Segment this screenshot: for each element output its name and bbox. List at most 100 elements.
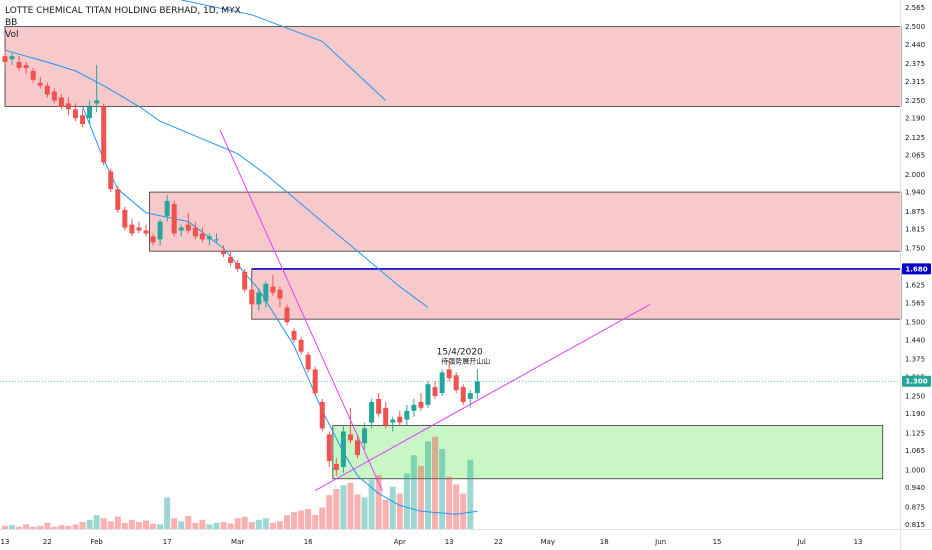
bb-indicator-label[interactable]: BB (5, 18, 18, 28)
x-tick-label: May (541, 538, 555, 546)
price-badges: 1.680 1.300 (902, 263, 931, 387)
candle-body (249, 289, 255, 305)
volume-bar (93, 515, 100, 529)
volume-bar (312, 515, 319, 529)
y-tick-label: 1.125 (905, 429, 925, 437)
candlesticks[interactable] (2, 50, 480, 476)
volume-bar (44, 522, 51, 529)
trendline-1 (219, 129, 383, 491)
volume-bar (121, 522, 128, 529)
volume-bar (171, 518, 178, 529)
volume-bar (368, 479, 375, 529)
candle-body (87, 106, 93, 119)
x-tick-label: 13 (445, 538, 454, 546)
y-tick-label: 1.940 (905, 189, 925, 197)
candle-body (9, 56, 15, 60)
x-tick-label: 22 (494, 538, 503, 546)
volume-bar (72, 524, 79, 529)
y-tick-label: 1.750 (905, 245, 925, 253)
candle-body (270, 286, 276, 293)
volume-bar (340, 485, 347, 529)
volume-bar (291, 512, 298, 529)
candle-body (390, 419, 396, 423)
volume-bar (2, 525, 8, 529)
volume-bar (58, 525, 65, 529)
annotation-date: 15/4/2020 (437, 348, 483, 358)
volume-bar (65, 525, 72, 529)
volume-bar (326, 495, 333, 529)
price-badge-label: 1.680 (905, 265, 927, 273)
candle-body (467, 393, 473, 399)
y-tick-label: 1.565 (905, 299, 925, 307)
volume-bar (30, 526, 37, 529)
volume-bar (213, 522, 220, 529)
candle-body (192, 227, 198, 237)
volume-bar (417, 465, 424, 529)
volume-bar (227, 523, 234, 529)
volume-bar (333, 489, 340, 529)
volume-bar (220, 522, 227, 529)
candle-body (115, 189, 121, 210)
candle-body (347, 434, 353, 441)
volume-bar (262, 518, 269, 529)
y-tick-label: 0.815 (905, 521, 925, 529)
x-tick-label: 16 (304, 538, 313, 546)
volume-bar (51, 526, 58, 529)
x-tick-label: 15 (713, 538, 722, 546)
trend-lines (219, 129, 651, 492)
y-tick-label: 1.000 (905, 466, 925, 474)
candle-body (418, 401, 424, 408)
volume-bar (143, 520, 149, 529)
candle-body (16, 62, 22, 68)
candle-body (136, 227, 142, 231)
volume-bar (100, 518, 107, 529)
candle-body (73, 109, 78, 119)
candle-body (383, 407, 389, 426)
vol-indicator-label[interactable]: Vol (5, 30, 19, 40)
candle-body (122, 209, 128, 228)
candle-body (178, 227, 184, 231)
chart-legend: LOTTE CHEMICAL TITAN HOLDING BERHAD, 1D,… (5, 5, 241, 41)
volume-bar (164, 497, 171, 529)
candle-body (432, 387, 438, 397)
candle-body (157, 221, 163, 240)
candle-body (460, 387, 466, 402)
x-tick-label: Jul (796, 538, 806, 546)
y-tick-label: 2.125 (905, 134, 925, 142)
y-tick-label: 0.940 (905, 484, 925, 492)
candle-body (340, 431, 346, 467)
volume-bar (305, 509, 312, 529)
volume-bar (453, 484, 460, 529)
candle-body (221, 251, 227, 255)
volume-bar (389, 486, 396, 529)
candle-body (164, 200, 170, 216)
y-tick-label: 2.440 (905, 41, 925, 49)
symbol-title[interactable]: LOTTE CHEMICAL TITAN HOLDING BERHAD, 1D,… (5, 6, 241, 16)
volume-bar (255, 519, 262, 529)
volume-bar (79, 522, 86, 529)
candle-body (291, 330, 297, 340)
x-tick-label: Mar (231, 538, 244, 546)
x-tick-label: 17 (163, 538, 172, 546)
volume-bar (439, 449, 446, 529)
price-badge (902, 263, 931, 275)
trendline-2 (314, 303, 651, 492)
zones-layer (4, 26, 902, 480)
candle-body (185, 224, 191, 231)
candle-body (108, 171, 114, 190)
x-tick-label: 22 (43, 538, 52, 546)
x-tick-label: 18 (600, 538, 609, 546)
candle-body (474, 381, 480, 394)
volume-bar (37, 525, 44, 529)
candle-body (171, 203, 177, 234)
candle-body (453, 375, 459, 391)
volume-bar (403, 473, 410, 529)
support-zone-4 (332, 425, 884, 480)
candle-body (256, 292, 262, 305)
y-tick-label: 2.190 (905, 115, 925, 123)
resistance-zone-2 (149, 191, 902, 252)
candle-body (446, 369, 452, 379)
candle-body (411, 404, 417, 411)
